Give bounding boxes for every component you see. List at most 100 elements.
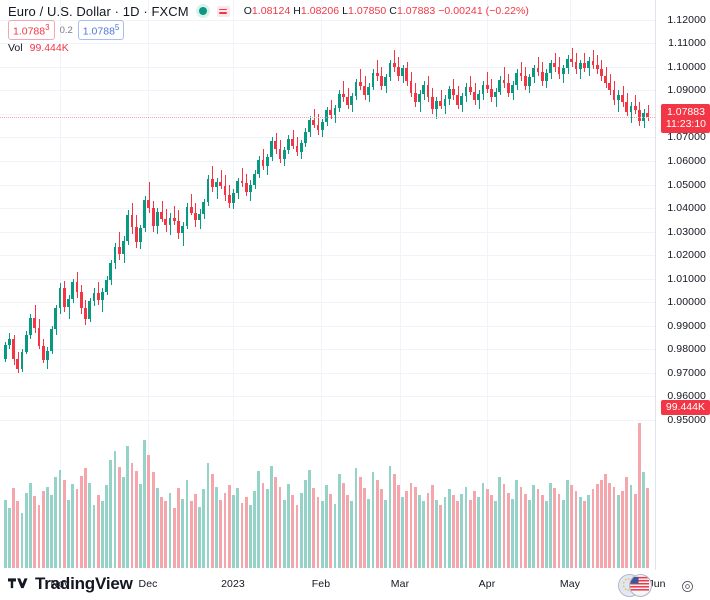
chart-plot-area[interactable] (0, 0, 655, 570)
candle-body (206, 178, 210, 203)
volume-bar (194, 494, 197, 568)
volume-bar (155, 488, 159, 568)
page-title[interactable]: Euro / U.S. Dollar · 1D · FXCM (8, 3, 189, 19)
volume-bar (599, 479, 603, 568)
tradingview-logo[interactable]: TradingView (8, 572, 133, 596)
candle-body (392, 63, 396, 67)
candle-body (439, 100, 443, 106)
candle-wick (496, 88, 497, 107)
ask-sup: 5 (114, 23, 120, 33)
volume-tag[interactable]: 99.444K (660, 400, 710, 416)
candle-body (92, 292, 96, 302)
ask-price-box[interactable]: 1.07885 (77, 20, 125, 40)
candle-body (257, 159, 261, 174)
candle-body (117, 246, 121, 255)
candle-body (189, 206, 193, 213)
price-axis-label: 0.98000 (667, 343, 706, 356)
open-label: O (243, 5, 252, 17)
last-price-tag-time: 11:23:10 (665, 118, 706, 131)
volume-bar (583, 500, 586, 568)
candle-wick (394, 50, 395, 72)
volume-bar (274, 476, 278, 568)
candle-body (358, 82, 362, 86)
candle-body (464, 86, 468, 97)
volume-bar (553, 488, 557, 568)
price-axis-label: 0.95000 (667, 414, 706, 426)
volume-bar (358, 476, 362, 568)
candle-body (316, 124, 320, 131)
volume-bar (642, 472, 646, 568)
candle-body (485, 84, 489, 90)
volume-bar (172, 508, 176, 568)
menu-icon[interactable] (216, 5, 230, 17)
candle-body (227, 195, 231, 204)
candle-body (519, 72, 523, 77)
candle-body (625, 102, 629, 112)
volume-bar (540, 495, 544, 568)
candle-wick (580, 59, 581, 79)
volume-bar (168, 492, 172, 568)
volume-bar (46, 487, 49, 568)
volume-bar (24, 492, 28, 568)
volume-bar (447, 489, 451, 568)
volume-bar (481, 482, 485, 568)
candle-body (502, 79, 506, 84)
candle-body (599, 69, 603, 77)
volume-bar (490, 495, 493, 568)
candle-body (79, 291, 83, 309)
candle-body (50, 329, 54, 351)
volume-bar (253, 491, 256, 568)
candle-body (595, 64, 599, 70)
open-value: 1.08124 (251, 5, 291, 17)
candle-wick (174, 205, 175, 225)
time-axis[interactable]: Nov Dec 2023 Feb Mar Apr May Jun (0, 570, 710, 600)
gridline-vertical (487, 0, 488, 570)
candle-body (105, 279, 108, 292)
volume-bar (409, 482, 413, 568)
gridline-horizontal (0, 231, 655, 233)
candle-body (160, 211, 163, 219)
bid-price-box[interactable]: 1.07883 (8, 20, 55, 40)
price-axis[interactable]: 1.120001.110001.100001.090001.080001.070… (655, 0, 710, 570)
volume-bar (316, 496, 320, 568)
candle-body (164, 218, 168, 225)
market-open-dot-icon[interactable] (198, 7, 207, 15)
gear-icon[interactable] (681, 580, 694, 593)
currency-flags[interactable] (618, 574, 652, 597)
candle-wick (441, 90, 442, 110)
candle-body (384, 77, 388, 86)
volume-value: 99.444K (29, 42, 69, 54)
candle-body (100, 291, 104, 300)
candle-body (96, 292, 100, 300)
volume-bar (528, 499, 531, 568)
candle-body (37, 328, 41, 346)
candle-body (553, 63, 557, 67)
volume-bar (147, 455, 151, 568)
candle-body (451, 89, 455, 96)
gridline-vertical (570, 0, 571, 570)
volume-bar (278, 487, 282, 568)
volume-bar (215, 487, 218, 568)
volume-bar (185, 479, 189, 568)
gridline-horizontal (0, 90, 655, 92)
last-price-tag[interactable]: 1.07883 11:23:10 (660, 103, 710, 133)
candle-body (181, 225, 185, 233)
candle-body (498, 79, 502, 92)
candle-body (375, 72, 379, 77)
volume-bar (198, 506, 202, 568)
candle-body (333, 108, 337, 116)
candle-body (616, 95, 620, 100)
candle-wick (648, 104, 649, 121)
candle-body (396, 66, 400, 77)
candle-body (532, 68, 536, 78)
candle-body (494, 91, 498, 98)
candle-body (236, 181, 240, 193)
gridline-horizontal (0, 349, 655, 351)
price-axis-label: 0.96000 (667, 390, 706, 403)
candle-body (139, 228, 142, 243)
volume-bar (134, 471, 138, 568)
candle-wick (242, 168, 243, 187)
candle-body (430, 97, 434, 110)
volume-bar (303, 479, 307, 568)
gridline-vertical (400, 0, 401, 570)
